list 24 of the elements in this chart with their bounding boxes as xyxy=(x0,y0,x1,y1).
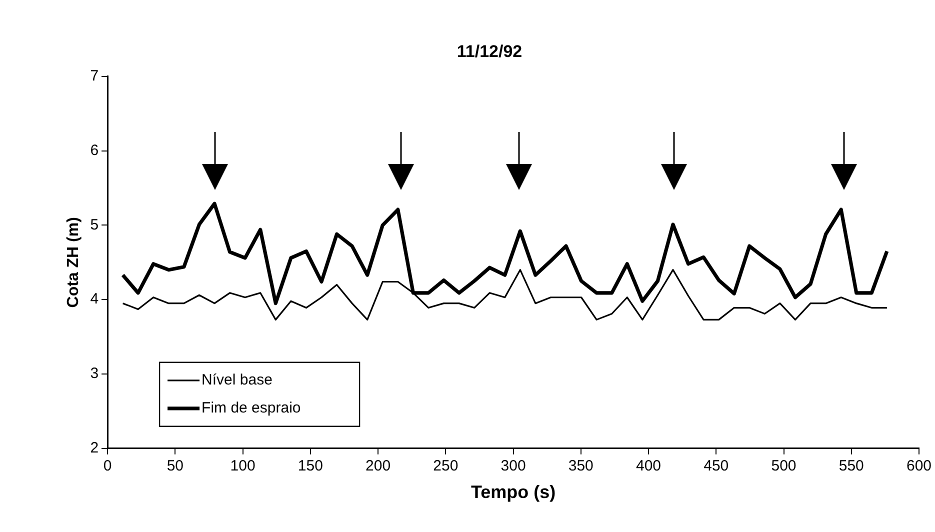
chart-title: 11/12/92 xyxy=(456,42,522,61)
x-tick-label: 0 xyxy=(103,458,112,475)
y-tick-label: 7 xyxy=(90,68,99,85)
x-tick-label: 600 xyxy=(906,458,932,475)
y-tick-label: 5 xyxy=(90,216,99,234)
y-tick-label: 6 xyxy=(90,142,99,159)
x-tick-label: 50 xyxy=(166,458,184,475)
x-tick-label: 300 xyxy=(500,458,526,475)
x-tick-label: 550 xyxy=(838,458,864,475)
y-tick-label: 3 xyxy=(90,365,99,382)
legend-label: Fim de espraio xyxy=(202,400,301,417)
x-tick-label: 350 xyxy=(568,458,594,475)
x-tick-label: 150 xyxy=(298,458,323,475)
y-axis-title: Cota ZH (m) xyxy=(65,217,82,308)
x-tick-label: 450 xyxy=(704,458,729,475)
x-tick-label: 200 xyxy=(366,458,391,475)
x-tick-label: 500 xyxy=(771,458,796,475)
x-tick-label: 400 xyxy=(636,458,662,475)
x-tick-label: 100 xyxy=(230,458,256,475)
x-tick-label: 250 xyxy=(433,458,458,475)
legend-label: Nível base xyxy=(202,372,272,389)
x-axis-title: Tempo (s) xyxy=(470,482,556,502)
y-tick-label: 2 xyxy=(90,440,99,457)
y-tick-label: 4 xyxy=(90,290,99,308)
